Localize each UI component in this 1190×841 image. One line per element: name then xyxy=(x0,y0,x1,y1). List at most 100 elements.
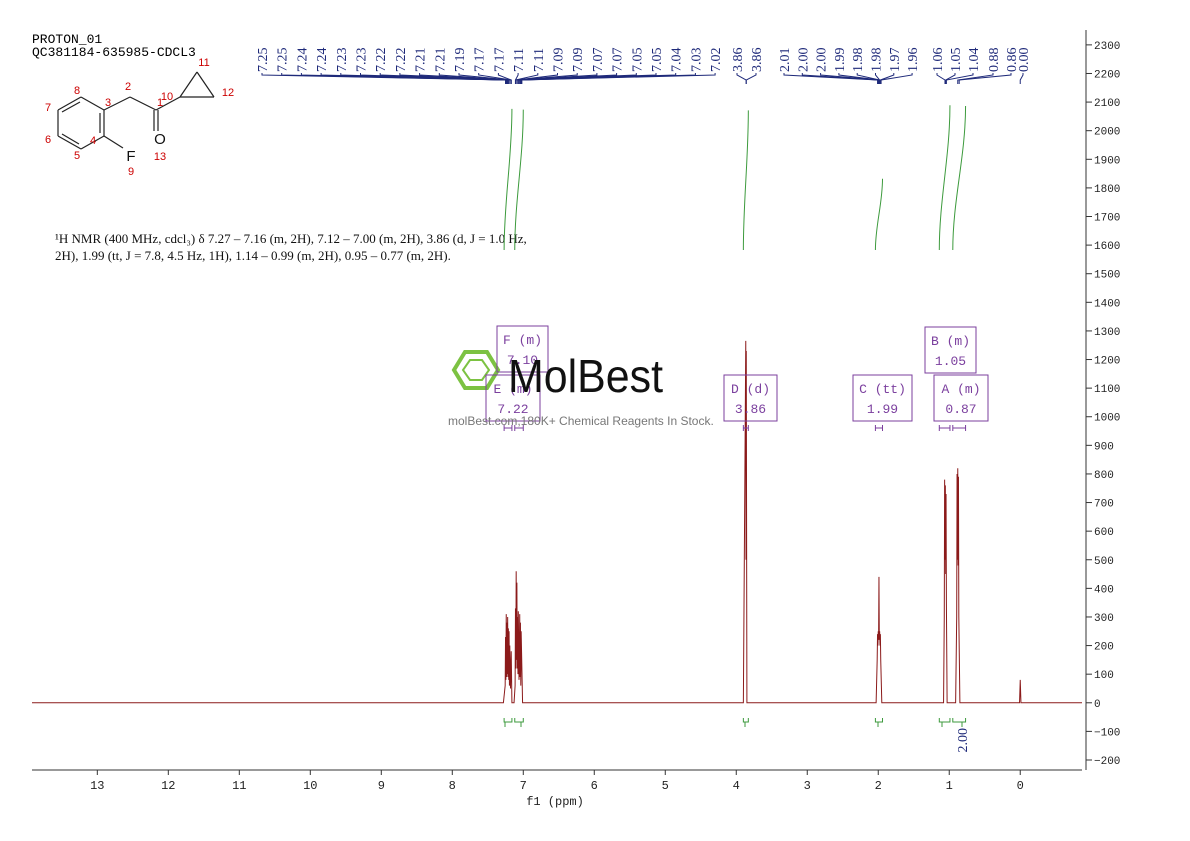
peak-connector xyxy=(838,73,880,84)
watermark-logo xyxy=(451,350,501,390)
atom-label: 3 xyxy=(105,97,111,109)
spectrum-line xyxy=(32,340,1082,704)
y-tick-label: 2000 xyxy=(1094,127,1120,139)
peak-connector xyxy=(745,73,757,84)
multiplet-shift: 7.10 xyxy=(507,353,538,368)
peak-label: 0.00 xyxy=(1017,48,1032,73)
peak-connector xyxy=(458,73,511,84)
integral-bracket xyxy=(742,718,749,727)
integral-curve xyxy=(503,108,513,251)
y-tick-label: 1100 xyxy=(1094,384,1120,396)
peak-connector xyxy=(1019,73,1024,84)
chart-subtitle: QC381184-635985-CDCL3 xyxy=(32,45,196,60)
y-tick-label: 1000 xyxy=(1094,413,1120,425)
y-tick-label: −200 xyxy=(1094,756,1120,768)
peak-connector xyxy=(514,73,539,84)
integral-bracket xyxy=(938,718,951,727)
multiplet-range xyxy=(952,425,967,431)
peak-connector xyxy=(936,73,946,84)
integral-label: 2.00 xyxy=(956,728,971,753)
peak-connector xyxy=(880,73,913,84)
multiplet-shift: 7.22 xyxy=(497,402,528,417)
peak-label: 1.05 xyxy=(949,48,964,73)
x-tick-label: 6 xyxy=(591,779,598,793)
peak-label: 7.25 xyxy=(256,48,271,73)
atom-label: 9 xyxy=(128,166,134,178)
integral-curve xyxy=(952,105,967,251)
peak-label: 7.22 xyxy=(374,48,389,73)
multiplet-box xyxy=(496,325,549,373)
peak-label: 1.98 xyxy=(851,48,866,73)
peak-label: 0.86 xyxy=(1005,48,1020,73)
y-tick-label: −100 xyxy=(1094,727,1120,739)
peak-label: 7.19 xyxy=(453,48,468,73)
y-tick-label: 2200 xyxy=(1094,69,1120,81)
y-tick-label: 300 xyxy=(1094,613,1114,625)
integral-curve xyxy=(742,110,749,251)
y-tick-label: 1900 xyxy=(1094,155,1120,167)
multiplet-name: E (m) xyxy=(493,382,532,397)
nmr-description: ¹H NMR (400 MHz, cdcl₃) δ 7.27 – 7.16 (m… xyxy=(55,231,527,246)
chart-title: PROTON_01 xyxy=(32,32,102,47)
x-tick-label: 5 xyxy=(662,779,669,793)
multiplet-name: A (m) xyxy=(941,382,980,397)
atom-label: F xyxy=(126,148,135,165)
peak-label: 1.96 xyxy=(906,48,921,73)
y-tick-label: 1700 xyxy=(1094,213,1120,225)
multiplet-name: D (d) xyxy=(731,382,770,397)
x-tick-label: 8 xyxy=(449,779,456,793)
peak-label: 2.00 xyxy=(815,48,830,73)
peak-label: 7.24 xyxy=(315,48,330,73)
multiplet-name: C (tt) xyxy=(859,382,906,397)
x-tick-label: 11 xyxy=(232,779,246,793)
peak-label: 7.11 xyxy=(532,48,547,72)
x-tick-label: 2 xyxy=(875,779,882,793)
peak-label: 7.23 xyxy=(335,48,350,73)
x-tick-label: 3 xyxy=(804,779,811,793)
integral-curve xyxy=(938,105,951,251)
y-tick-label: 500 xyxy=(1094,556,1114,568)
watermark-brand: MolBest xyxy=(508,350,663,402)
y-tick-label: 1300 xyxy=(1094,327,1120,339)
x-tick-label: 12 xyxy=(161,779,175,793)
atom-label: 4 xyxy=(90,135,96,147)
multiplet-range xyxy=(742,425,749,431)
multiplet-shift: 0.87 xyxy=(945,402,976,417)
peak-label: 1.99 xyxy=(833,48,848,73)
peak-connector xyxy=(875,73,881,84)
peak-connector xyxy=(516,73,578,84)
peak-label: 1.06 xyxy=(931,48,946,73)
multiplet-shift: 1.99 xyxy=(867,402,898,417)
atom-label: 1 xyxy=(157,97,163,109)
peak-label: 7.21 xyxy=(433,48,448,73)
peak-label: 7.05 xyxy=(650,48,665,73)
peak-label: 7.03 xyxy=(689,48,704,73)
y-tick-label: 2300 xyxy=(1094,41,1120,53)
peak-label: 7.07 xyxy=(591,48,606,73)
atom-label: 10 xyxy=(161,91,173,103)
x-tick-label: 10 xyxy=(303,779,317,793)
peak-label: 1.04 xyxy=(967,48,982,73)
atom-label: 2 xyxy=(125,81,131,93)
nmr-description: 2H), 1.99 (tt, J = 7.8, 4.5 Hz, 1H), 1.1… xyxy=(55,248,451,263)
atom-label: 5 xyxy=(74,150,80,162)
multiplet-box xyxy=(723,374,778,422)
multiplet-box xyxy=(933,374,989,422)
y-tick-label: 1600 xyxy=(1094,241,1120,253)
x-tick-label: 9 xyxy=(378,779,385,793)
integral-curve xyxy=(514,109,524,251)
molecule xyxy=(57,71,215,150)
peak-connector xyxy=(945,73,956,84)
peak-label: 7.23 xyxy=(355,48,370,73)
x-tick-label: 7 xyxy=(520,779,527,793)
atom-label: 8 xyxy=(74,85,80,97)
peak-label: 7.09 xyxy=(571,48,586,73)
x-tick-label: 1 xyxy=(946,779,953,793)
y-tick-label: 0 xyxy=(1094,699,1101,711)
peak-connector xyxy=(399,73,509,84)
peak-connector xyxy=(783,73,879,84)
multiplet-shift: 1.05 xyxy=(935,354,966,369)
peak-label: 7.04 xyxy=(670,48,685,73)
